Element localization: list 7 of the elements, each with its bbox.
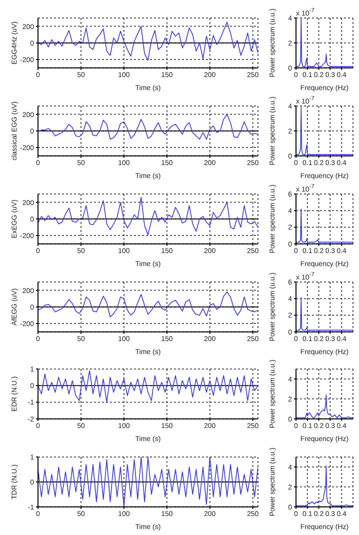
- line-series: [38, 22, 258, 61]
- line-series: [38, 196, 258, 235]
- line-series: [38, 457, 258, 507]
- line-series: [38, 291, 258, 317]
- line-series: [38, 114, 258, 140]
- line-series: [296, 18, 353, 67]
- line-series: [296, 106, 353, 155]
